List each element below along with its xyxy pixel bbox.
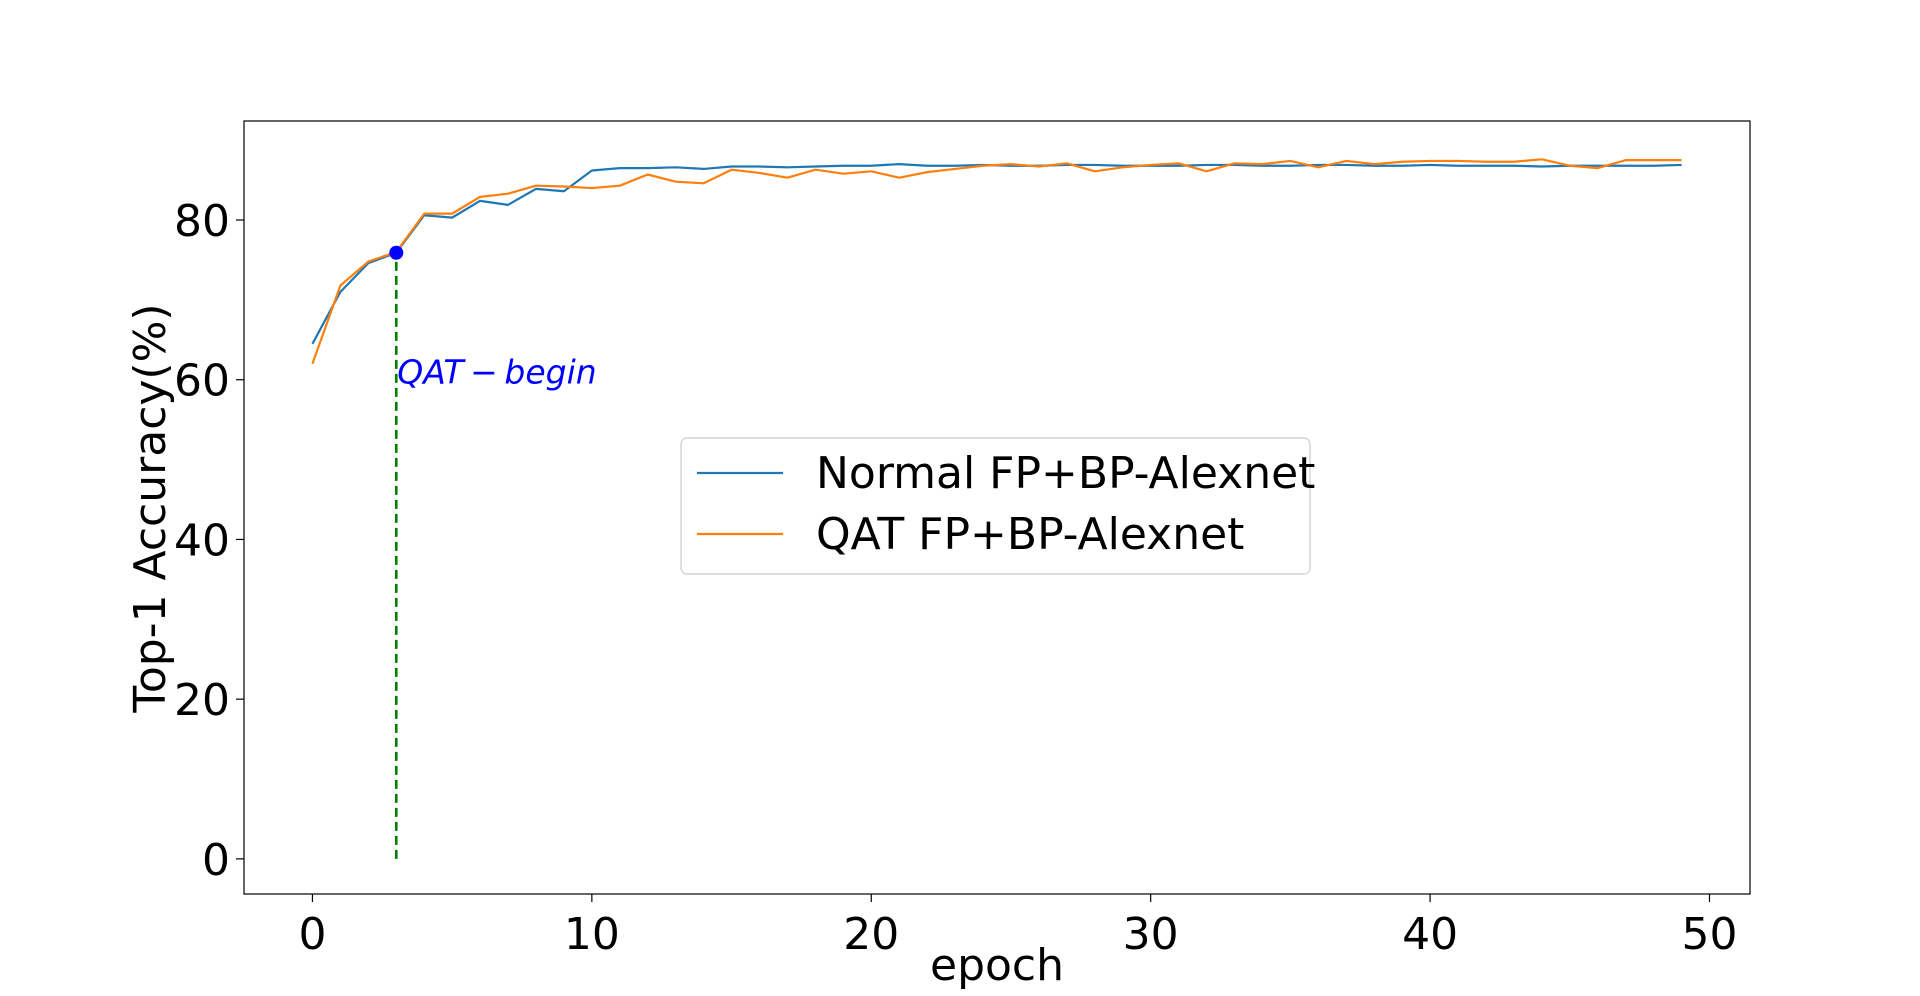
y-tick-label: 0 (202, 835, 230, 886)
x-tick-label: 50 (1681, 909, 1737, 960)
x-tick-label: 0 (298, 909, 326, 960)
qat-begin-annotation: QAT − begin (397, 353, 596, 392)
x-tick-label: 40 (1402, 909, 1458, 960)
y-tick-label: 40 (174, 515, 230, 566)
y-tick-label: 60 (174, 356, 230, 407)
y-axis: 0 20 40 60 80 (174, 196, 244, 886)
legend: Normal FP+BP-Alexnet QAT FP+BP-Alexnet (680, 437, 1315, 575)
annotation-layer: QAT − begin (389, 245, 597, 859)
x-tick-label: 10 (564, 909, 620, 960)
x-axis-label: epoch (930, 940, 1064, 991)
qat-begin-marker (389, 245, 404, 260)
x-tick-label: 30 (1123, 909, 1179, 960)
legend-label: Normal FP+BP-Alexnet (816, 448, 1315, 499)
legend-label: QAT FP+BP-Alexnet (816, 509, 1244, 560)
x-axis: 0 10 20 30 40 50 (298, 894, 1737, 960)
series-layer (311, 158, 1682, 365)
x-tick-label: 20 (843, 909, 899, 960)
plot-area-frame (243, 120, 1751, 895)
y-axis-label: Top-1 Accuracy(%) (125, 303, 176, 713)
legend-box (680, 437, 1311, 575)
series-line-qat (311, 158, 1682, 365)
y-tick-label: 20 (174, 675, 230, 726)
y-tick-label: 80 (174, 196, 230, 247)
